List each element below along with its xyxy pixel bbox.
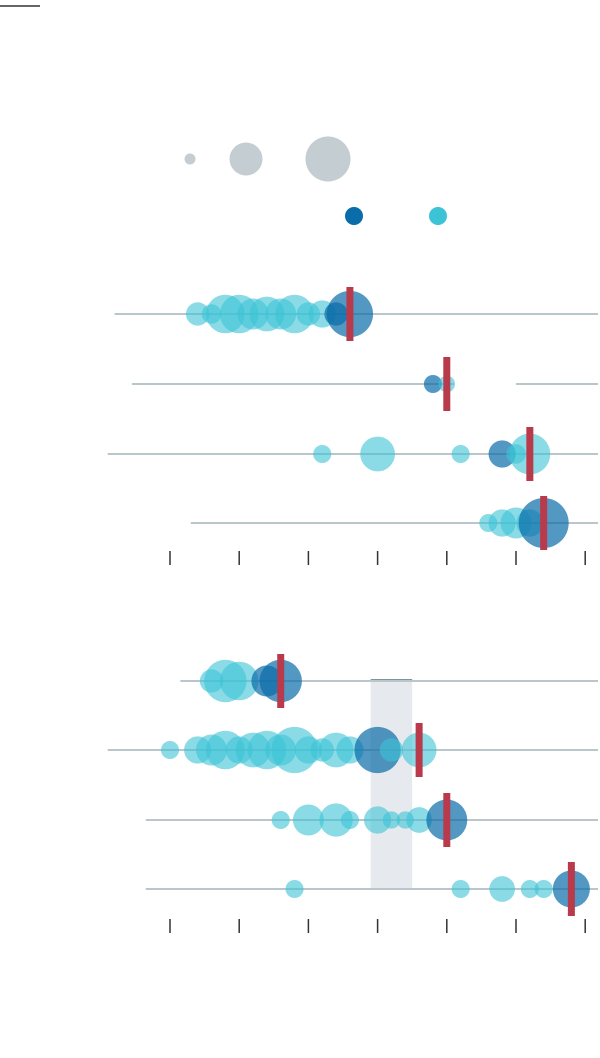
row-marker xyxy=(346,287,354,341)
row-marker xyxy=(540,496,548,550)
data-point xyxy=(271,810,290,830)
data-point xyxy=(534,879,553,899)
data-point xyxy=(489,876,515,902)
data-point xyxy=(520,879,539,899)
data-point xyxy=(406,807,432,833)
color-legend-dot xyxy=(345,207,363,225)
data-point xyxy=(292,804,324,836)
color-legend-dot xyxy=(429,207,447,225)
data-point xyxy=(319,803,353,837)
row-lines-layer xyxy=(107,313,598,890)
data-point xyxy=(354,726,401,774)
data-point xyxy=(364,806,392,834)
data-point xyxy=(423,374,442,394)
legend-layer xyxy=(184,136,447,225)
row-marker xyxy=(443,793,451,847)
data-point xyxy=(340,810,359,830)
row-marker xyxy=(415,723,423,777)
data-point xyxy=(160,740,180,760)
highlight-band xyxy=(370,680,413,889)
data-point xyxy=(379,738,404,762)
row-marker xyxy=(526,427,534,481)
row-marker xyxy=(277,654,285,708)
band-layer xyxy=(370,679,413,889)
data-point xyxy=(382,811,401,829)
data-point xyxy=(451,444,470,464)
axes-layer xyxy=(0,5,586,933)
data-point xyxy=(313,444,332,464)
data-point xyxy=(219,661,259,701)
size-legend-dot xyxy=(229,142,263,176)
row-marker xyxy=(443,357,451,411)
points-layer xyxy=(160,290,590,908)
size-legend-dot xyxy=(184,153,196,165)
data-point xyxy=(185,302,210,326)
data-point xyxy=(285,879,304,899)
data-point xyxy=(360,436,395,472)
data-point xyxy=(451,879,470,899)
row-marker xyxy=(567,862,575,916)
markers-layer xyxy=(277,287,575,916)
size-legend-dot xyxy=(305,136,351,182)
